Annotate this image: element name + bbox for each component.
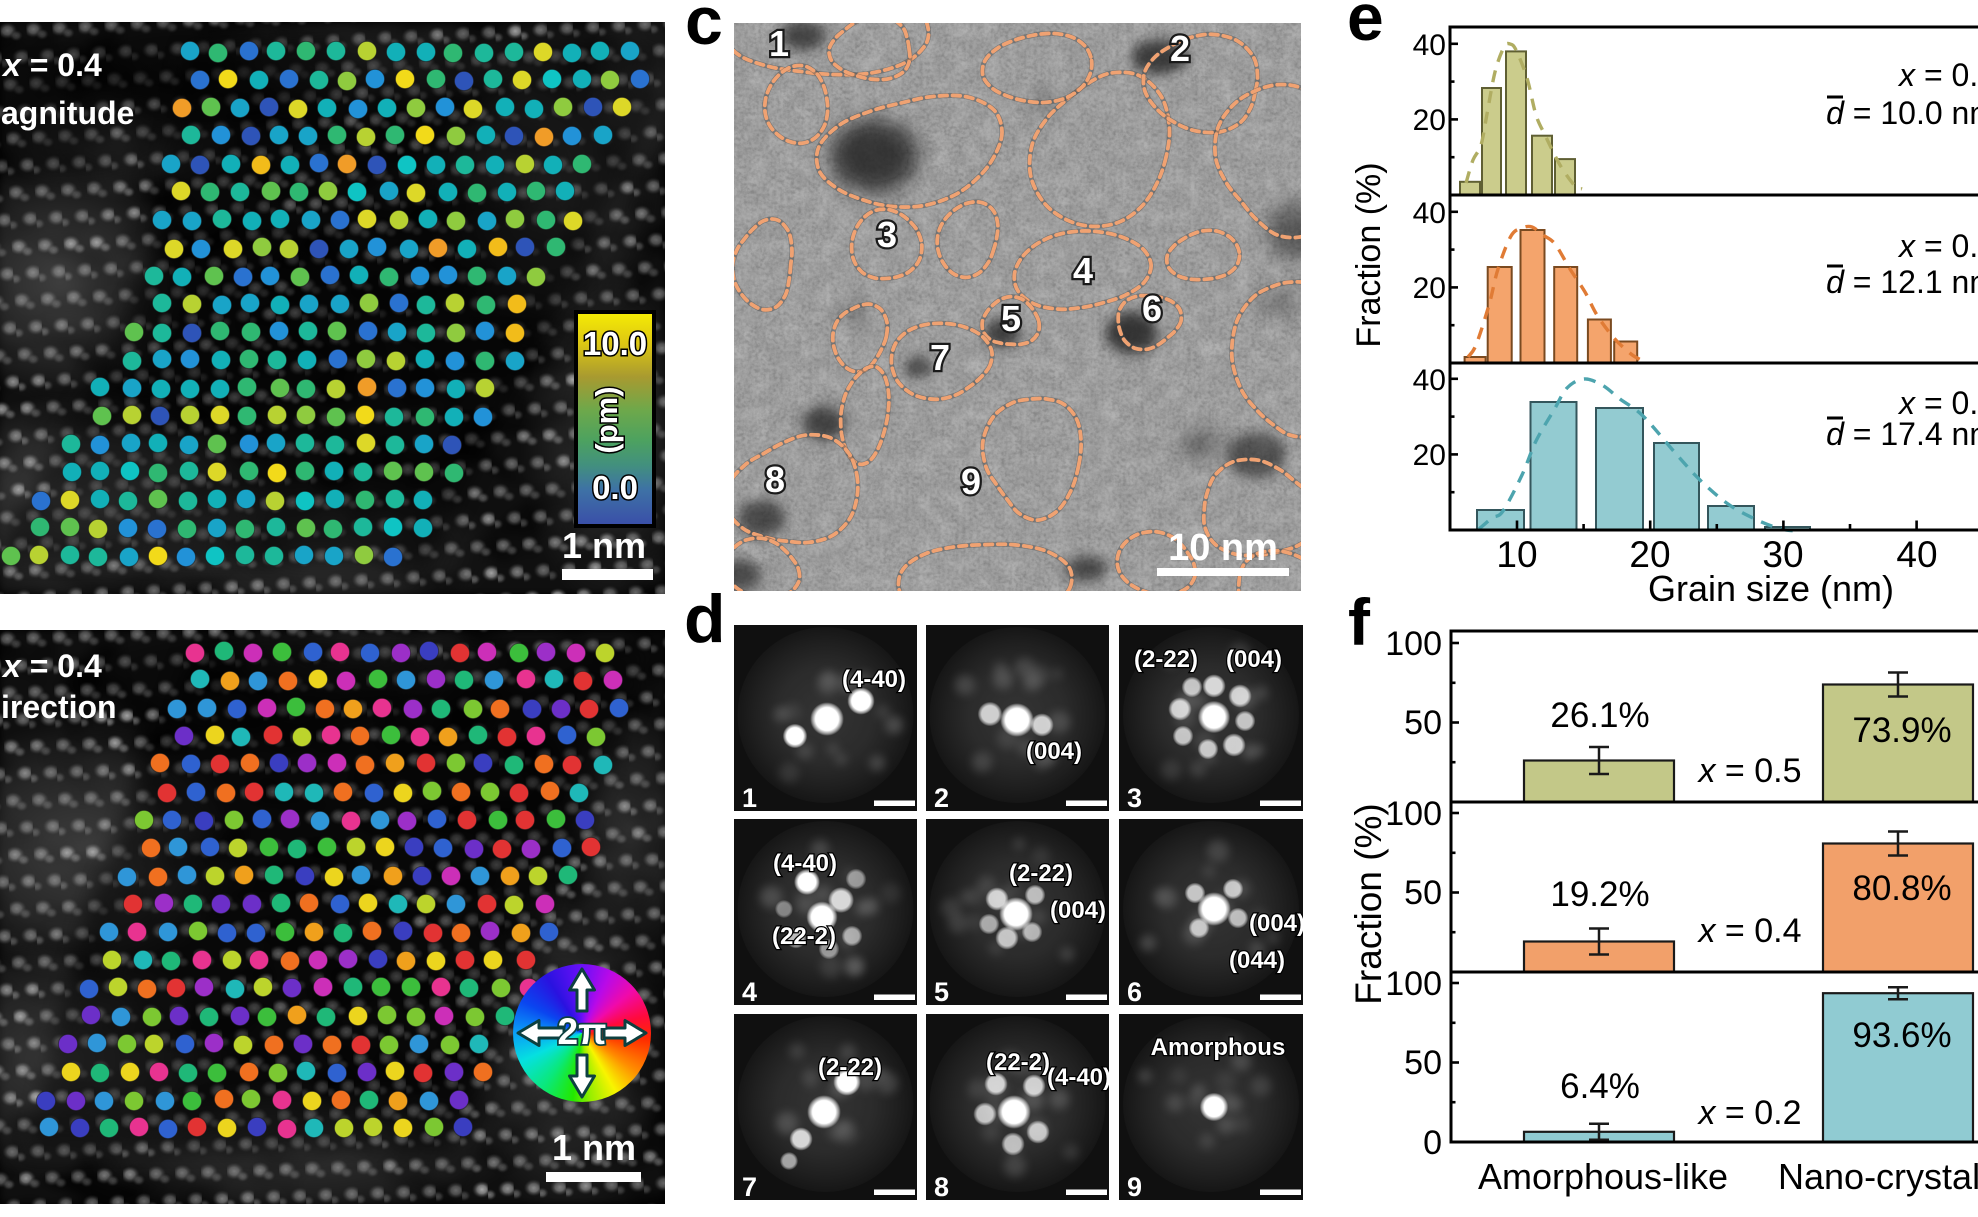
svg-text:10.0: 10.0 [583,325,647,362]
svg-text:5: 5 [1001,298,1021,339]
svg-text:x = 0.5: x = 0.5 [1897,57,1978,93]
svg-text:(2-22): (2-22) [1134,646,1198,673]
svg-text:(4-40): (4-40) [773,850,837,877]
svg-text:x = 0.4: x = 0.4 [1,47,102,83]
svg-text:x = 0.4: x = 0.4 [1,648,102,684]
svg-text:(22-2): (22-2) [772,923,836,950]
svg-text:e: e [1347,0,1384,54]
svg-text:3: 3 [877,214,897,255]
svg-text:6.4%: 6.4% [1560,1067,1640,1106]
svg-text:3: 3 [1127,783,1142,811]
svg-text:2: 2 [934,783,949,811]
svg-text:20: 20 [1413,439,1446,472]
svg-text:(4-40): (4-40) [842,666,906,693]
svg-text:6: 6 [1142,288,1162,329]
svg-text:(2-22): (2-22) [1009,860,1073,887]
svg-text:Nano-crystalline: Nano-crystalline [1778,1156,1978,1197]
svg-text:Amorphous: Amorphous [1151,1034,1286,1061]
svg-text:1 nm: 1 nm [552,1127,636,1168]
svg-text:50: 50 [1404,1044,1442,1082]
svg-text:20: 20 [1413,104,1446,137]
svg-text:50: 50 [1404,704,1442,742]
svg-text:(2-22): (2-22) [818,1054,882,1081]
svg-text:6: 6 [1127,977,1142,1005]
svg-text:x = 0.2: x = 0.2 [1897,385,1978,421]
svg-text:9: 9 [1127,1172,1142,1200]
svg-text:x = 0.5: x = 0.5 [1696,752,1801,790]
svg-text:x = 0.4: x = 0.4 [1696,912,1801,950]
svg-text:10 nm: 10 nm [1168,527,1278,569]
svg-text:x = 0.2: x = 0.2 [1696,1094,1801,1132]
svg-text:5: 5 [934,977,949,1005]
svg-text:19.2%: 19.2% [1550,875,1649,914]
svg-text:40: 40 [1413,197,1446,230]
svg-text:(22-2): (22-2) [986,1049,1050,1076]
svg-text:9: 9 [961,461,981,502]
svg-text:(4-40): (4-40) [1047,1064,1109,1091]
svg-text:40: 40 [1896,534,1937,575]
svg-text:Grain size (nm): Grain size (nm) [1648,568,1894,609]
svg-text:(004): (004) [1249,910,1303,937]
svg-text:1: 1 [742,783,757,811]
svg-text:100: 100 [1385,965,1442,1003]
svg-text:80.8%: 80.8% [1852,869,1951,908]
svg-text:8: 8 [765,459,785,500]
svg-text:Fraction (%): Fraction (%) [1350,162,1388,347]
svg-text:10: 10 [1496,534,1537,575]
svg-text:x = 0.4: x = 0.4 [1897,228,1978,264]
svg-text:73.9%: 73.9% [1852,711,1951,750]
svg-text:20: 20 [1629,534,1670,575]
svg-text:d = 10.0 nm: d = 10.0 nm [1826,95,1978,131]
svg-text:(044): (044) [1229,947,1285,974]
svg-text:(004): (004) [1026,738,1082,765]
svg-text:2: 2 [1170,28,1190,69]
svg-text:40: 40 [1413,29,1446,62]
svg-text:30: 30 [1762,534,1803,575]
svg-text:d = 17.4 nm: d = 17.4 nm [1826,416,1978,452]
svg-text:f: f [1348,585,1371,659]
svg-text:7: 7 [930,337,950,378]
svg-text:93.6%: 93.6% [1852,1016,1951,1055]
svg-text:irection: irection [1,689,117,725]
svg-text:(004): (004) [1226,646,1282,673]
svg-text:4: 4 [742,977,757,1005]
svg-text:26.1%: 26.1% [1550,696,1649,735]
svg-text:100: 100 [1385,625,1442,663]
svg-text:0.0: 0.0 [592,469,638,506]
svg-text:0: 0 [1423,1124,1442,1162]
svg-text:d = 12.1 nm: d = 12.1 nm [1826,264,1978,300]
svg-text:(004): (004) [1050,897,1106,924]
svg-text:1 nm: 1 nm [562,525,646,566]
svg-text:7: 7 [742,1172,757,1200]
svg-text:agnitude: agnitude [1,95,134,131]
svg-text:2π: 2π [558,1011,607,1052]
svg-text:4: 4 [1073,250,1093,291]
svg-text:40: 40 [1413,364,1446,397]
svg-text:20: 20 [1413,272,1446,305]
svg-text:8: 8 [934,1172,949,1200]
svg-text:Amorphous-like: Amorphous-like [1478,1156,1728,1197]
svg-text:Fraction (%): Fraction (%) [1348,803,1389,1004]
svg-text:1: 1 [769,23,789,64]
svg-text:(pm): (pm) [589,386,624,453]
svg-text:50: 50 [1404,874,1442,912]
svg-text:100: 100 [1385,795,1442,833]
